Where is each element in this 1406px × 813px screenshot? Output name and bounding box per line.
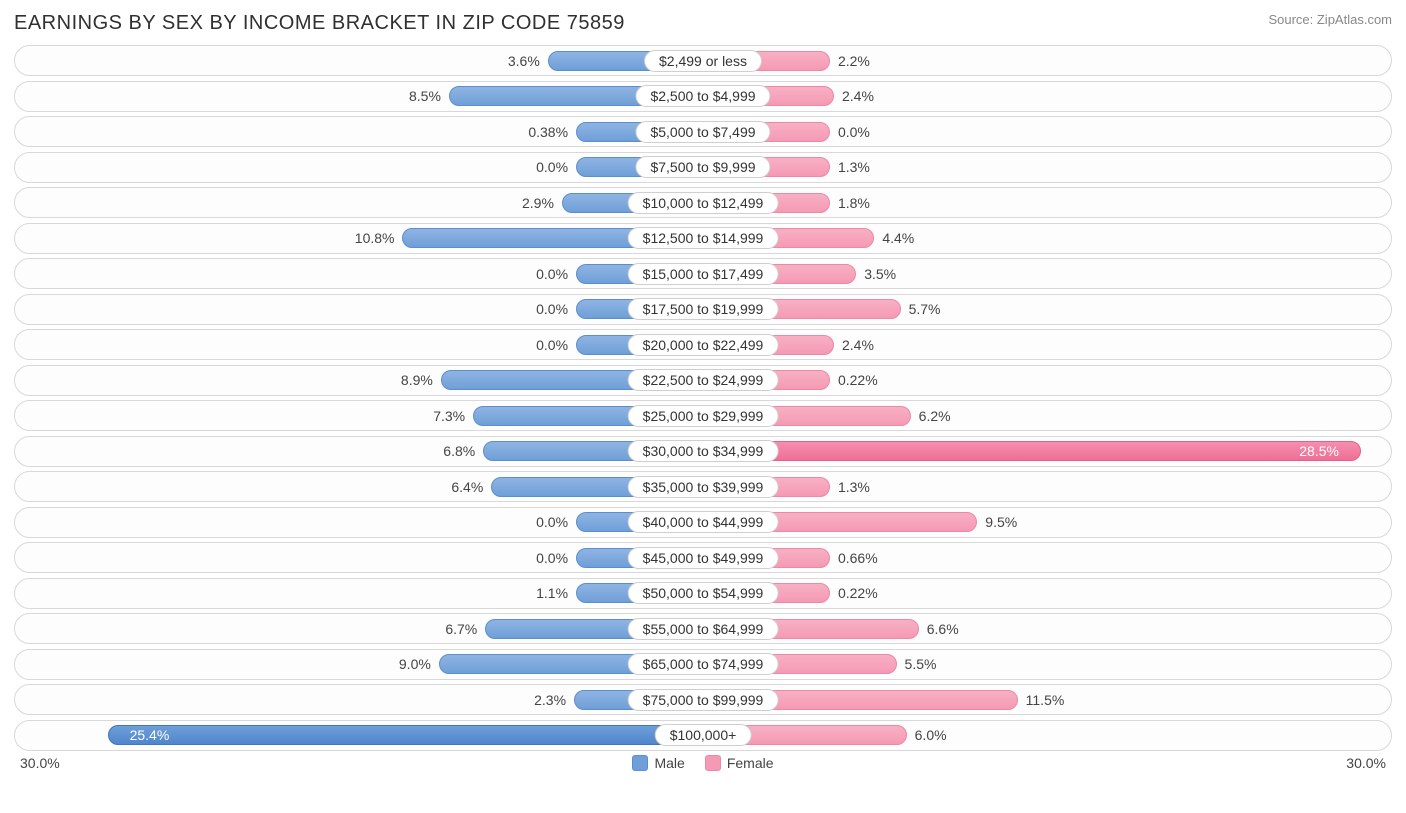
male-value: 1.1% [528,585,576,601]
category-label: $30,000 to $34,999 [628,440,779,462]
male-value: 6.7% [437,621,485,637]
male-value: 3.6% [500,53,548,69]
female-value: 0.22% [830,372,886,388]
chart-row: 0.0% 5.7% $17,500 to $19,999 [14,294,1392,325]
axis-max-right: 30.0% [1346,755,1392,771]
male-swatch-icon [632,755,648,771]
male-value: 9.0% [391,656,439,672]
chart-row: 8.9% 0.22% $22,500 to $24,999 [14,365,1392,396]
diverging-bar-chart: 3.6% 2.2% $2,499 or less 8.5% 2.4% $2,500 to … [14,45,1392,751]
category-label: $40,000 to $44,999 [628,511,779,533]
chart-title: EARNINGS BY SEX BY INCOME BRACKET IN ZIP… [14,12,625,35]
female-value: 5.5% [897,656,945,672]
female-swatch-icon [705,755,721,771]
female-value: 5.7% [901,301,949,317]
female-value: 6.0% [907,727,955,743]
male-value: 0.0% [528,514,576,530]
category-label: $55,000 to $64,999 [628,618,779,640]
female-value: 9.5% [977,514,1025,530]
category-label: $100,000+ [655,724,752,746]
male-value: 0.0% [528,550,576,566]
male-bar [108,725,703,745]
chart-row: 0.0% 2.4% $20,000 to $22,499 [14,329,1392,360]
chart-row: 6.7% 6.6% $55,000 to $64,999 [14,613,1392,644]
category-label: $17,500 to $19,999 [628,298,779,320]
chart-row: 8.5% 2.4% $2,500 to $4,999 [14,81,1392,112]
female-value: 0.22% [830,585,886,601]
male-value: 10.8% [347,230,403,246]
female-value: 2.4% [834,88,882,104]
male-value: 0.38% [520,124,576,140]
male-value: 2.3% [526,692,574,708]
chart-source: Source: ZipAtlas.com [1268,12,1392,27]
female-value: 1.8% [830,195,878,211]
female-value: 6.6% [919,621,967,637]
chart-row: 3.6% 2.2% $2,499 or less [14,45,1392,76]
category-label: $65,000 to $74,999 [628,653,779,675]
legend-male-label: Male [654,755,684,771]
female-value: 0.0% [830,124,878,140]
legend-female: Female [705,755,774,771]
category-label: $22,500 to $24,999 [628,369,779,391]
female-value: 1.3% [830,479,878,495]
chart-row: 0.0% 0.66% $45,000 to $49,999 [14,542,1392,573]
category-label: $5,000 to $7,499 [635,121,770,143]
male-value: 25.4% [122,727,178,743]
axis-max-left: 30.0% [14,755,60,771]
chart-row: 1.1% 0.22% $50,000 to $54,999 [14,578,1392,609]
male-value: 7.3% [425,408,473,424]
category-label: $7,500 to $9,999 [635,156,770,178]
male-value: 2.9% [514,195,562,211]
legend-female-label: Female [727,755,774,771]
male-value: 0.0% [528,266,576,282]
category-label: $2,500 to $4,999 [635,85,770,107]
chart-row: 6.4% 1.3% $35,000 to $39,999 [14,471,1392,502]
chart-row: 10.8% 4.4% $12,500 to $14,999 [14,223,1392,254]
category-label: $45,000 to $49,999 [628,547,779,569]
chart-row: 0.0% 9.5% $40,000 to $44,999 [14,507,1392,538]
category-label: $20,000 to $22,499 [628,334,779,356]
female-value: 2.4% [834,337,882,353]
category-label: $35,000 to $39,999 [628,476,779,498]
female-value: 3.5% [856,266,904,282]
male-value: 0.0% [528,301,576,317]
female-value: 1.3% [830,159,878,175]
category-label: $15,000 to $17,499 [628,263,779,285]
female-value: 28.5% [1291,443,1347,459]
chart-row: 2.9% 1.8% $10,000 to $12,499 [14,187,1392,218]
category-label: $10,000 to $12,499 [628,192,779,214]
chart-row: 2.3% 11.5% $75,000 to $99,999 [14,684,1392,715]
category-label: $2,499 or less [644,50,762,72]
chart-row: 0.0% 1.3% $7,500 to $9,999 [14,152,1392,183]
female-bar [703,441,1361,461]
chart-row: 7.3% 6.2% $25,000 to $29,999 [14,400,1392,431]
female-value: 11.5% [1018,692,1073,708]
male-value: 0.0% [528,337,576,353]
chart-row: 6.8% 28.5% $30,000 to $34,999 [14,436,1392,467]
category-label: $50,000 to $54,999 [628,582,779,604]
female-value: 2.2% [830,53,878,69]
category-label: $25,000 to $29,999 [628,405,779,427]
chart-row: 9.0% 5.5% $65,000 to $74,999 [14,649,1392,680]
male-value: 6.4% [443,479,491,495]
male-value: 8.5% [401,88,449,104]
male-value: 8.9% [393,372,441,388]
female-value: 6.2% [911,408,959,424]
chart-row: 25.4% 6.0% $100,000+ [14,720,1392,751]
legend: Male Female [60,755,1347,771]
male-value: 6.8% [435,443,483,459]
legend-male: Male [632,755,684,771]
category-label: $75,000 to $99,999 [628,689,779,711]
female-value: 0.66% [830,550,886,566]
chart-footer: 30.0% Male Female 30.0% [14,755,1392,771]
chart-row: 0.38% 0.0% $5,000 to $7,499 [14,116,1392,147]
category-label: $12,500 to $14,999 [628,227,779,249]
chart-row: 0.0% 3.5% $15,000 to $17,499 [14,258,1392,289]
male-value: 0.0% [528,159,576,175]
female-value: 4.4% [874,230,922,246]
